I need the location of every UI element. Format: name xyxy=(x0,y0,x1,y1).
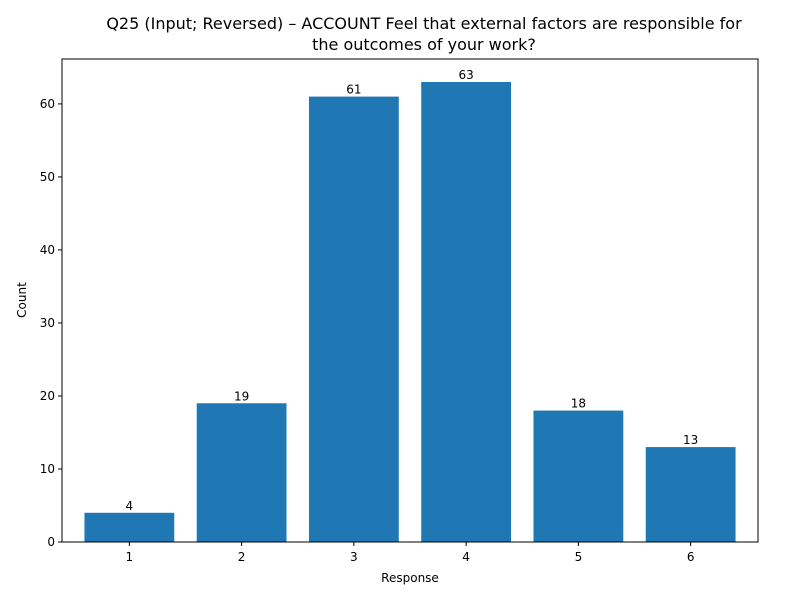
y-tick-label-0: 0 xyxy=(47,535,55,549)
x-axis-label: Response xyxy=(381,571,439,585)
bar-2 xyxy=(196,403,287,542)
data-label-5: 18 xyxy=(571,397,586,411)
x-tick-label-6: 6 xyxy=(687,550,695,564)
plot-area-frame xyxy=(61,58,759,543)
y-tick-label-20: 20 xyxy=(40,389,55,403)
y-tick-label-40: 40 xyxy=(40,243,55,257)
data-label-2: 19 xyxy=(234,389,249,403)
bars-group xyxy=(84,82,736,542)
x-axis-ticks: 1 2 3 4 5 6 xyxy=(126,542,695,564)
data-label-1: 4 xyxy=(126,499,134,513)
chart-title-line-2: the outcomes of your work? xyxy=(312,35,536,54)
data-label-4: 63 xyxy=(458,68,473,82)
bar-3 xyxy=(308,96,399,542)
x-tick-label-3: 3 xyxy=(350,550,358,564)
bar-1 xyxy=(84,512,175,542)
y-tick-label-30: 30 xyxy=(40,316,55,330)
x-tick-label-5: 5 xyxy=(575,550,583,564)
x-tick-label-2: 2 xyxy=(238,550,246,564)
y-axis-ticks: 0 10 20 30 40 50 60 xyxy=(40,97,62,549)
y-tick-label-10: 10 xyxy=(40,462,55,476)
x-tick-label-4: 4 xyxy=(462,550,470,564)
y-tick-label-60: 60 xyxy=(40,97,55,111)
x-tick-label-1: 1 xyxy=(126,550,134,564)
data-label-6: 13 xyxy=(683,433,698,447)
chart-title-line-1: Q25 (Input; Reversed) – ACCOUNT Feel tha… xyxy=(106,14,742,33)
bar-6 xyxy=(645,447,736,542)
y-axis-label: Count xyxy=(15,282,29,318)
data-labels-group: 4 19 61 63 18 13 xyxy=(126,68,699,513)
data-label-3: 61 xyxy=(346,83,361,97)
bar-4 xyxy=(421,82,512,542)
y-tick-label-50: 50 xyxy=(40,170,55,184)
bar-5 xyxy=(533,410,624,542)
